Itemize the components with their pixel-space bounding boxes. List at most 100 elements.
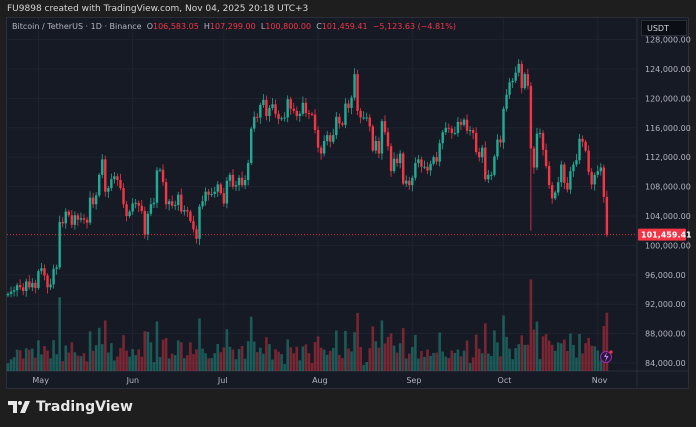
high-value: 107,299.00 [209, 22, 256, 31]
volume-bar [347, 348, 350, 371]
candle-body [76, 215, 80, 220]
volume-bar [213, 353, 217, 371]
volume-bar [526, 344, 530, 371]
candle-body [563, 164, 566, 183]
tradingview-logo: TradingView [8, 399, 133, 415]
volume-bar [325, 354, 329, 371]
candle-body [493, 156, 496, 175]
candle-body [487, 174, 490, 180]
candle-body [368, 117, 371, 127]
credit-text: FU9898 created with TradingView.com, Nov… [7, 4, 309, 14]
candle-body [557, 182, 560, 193]
candle-body [12, 290, 16, 292]
volume-bar [532, 329, 536, 371]
volume-bar [395, 352, 399, 371]
volume-bar [490, 356, 493, 371]
candle-body [432, 157, 435, 164]
candle-body [289, 99, 292, 109]
volume-bar [514, 348, 517, 371]
volume-bar [289, 347, 293, 371]
volume-bar [259, 347, 262, 371]
candle-body [189, 211, 192, 222]
candle-body [25, 281, 28, 291]
volume-bar [198, 318, 201, 371]
volume-bar [125, 350, 128, 371]
candle-body [55, 267, 58, 269]
low-value: 100,800.00 [265, 22, 312, 31]
volume-bar [27, 349, 31, 371]
candle-body [170, 201, 174, 206]
volume-bar [131, 349, 134, 371]
volume-bar [459, 356, 463, 371]
candle-body [85, 219, 89, 223]
volume-bar [225, 329, 229, 371]
volume-bar [271, 359, 274, 371]
candle-body [386, 132, 390, 147]
chart-pane[interactable] [6, 17, 689, 389]
volume-bar [462, 350, 466, 371]
volume-bar [432, 352, 435, 371]
volume-bar [301, 346, 305, 371]
volume-bar [350, 351, 353, 371]
candle-body [240, 177, 244, 186]
volume-bar [110, 343, 113, 371]
candle-body [186, 210, 189, 212]
notification-dot [609, 350, 613, 354]
volume-bar [328, 350, 332, 371]
volume-bar [563, 339, 566, 371]
candle-body [110, 179, 113, 189]
candle-body [408, 180, 411, 186]
volume-bar [73, 352, 77, 371]
volume-bar [569, 333, 572, 371]
volume-bar [265, 337, 268, 371]
candle-body [82, 218, 86, 220]
candle-body [137, 202, 140, 206]
candle-body [64, 211, 67, 224]
volume-bar [116, 356, 119, 371]
candle-body [581, 138, 584, 142]
volume-bar [316, 336, 320, 371]
volume-bar [152, 362, 156, 371]
candle-body [468, 130, 472, 132]
volume-bar [34, 357, 37, 371]
volume-bar [477, 348, 481, 371]
volume-bar [158, 357, 162, 371]
volume-bar [529, 279, 533, 371]
candle-body [304, 102, 308, 114]
volume-bar [362, 365, 365, 371]
candle-body [319, 147, 323, 154]
volume-bar [572, 344, 575, 371]
candle-body [520, 63, 523, 89]
volume-bar [550, 344, 554, 371]
volume-bar [24, 348, 28, 371]
candle-body [125, 204, 128, 216]
candle-body [155, 170, 159, 203]
volume-bar [243, 358, 247, 371]
volume-bar [234, 359, 238, 371]
candle-body [177, 194, 180, 205]
y-tick-label: 112,000.00 [645, 153, 691, 162]
volume-bar [189, 342, 192, 371]
y-tick-label: 108,000.00 [645, 183, 691, 192]
x-tick-label: Jul [217, 376, 228, 385]
volume-bar [480, 353, 484, 371]
last-price-label: 101,459.41 [641, 231, 692, 240]
volume-bar [511, 359, 514, 371]
volume-bar [386, 336, 390, 371]
volume-bar [97, 327, 101, 371]
volume-bar [407, 353, 411, 371]
candle-body [462, 119, 466, 125]
volume-bar [590, 345, 593, 371]
candle-body [143, 210, 146, 235]
volume-bar [140, 356, 144, 371]
candle-body [52, 268, 55, 285]
symbol-title[interactable]: Bitcoin / TetherUS · 1D · Binance [12, 22, 142, 31]
volume-bar [411, 347, 414, 371]
y-tick-label: 128,000.00 [645, 36, 691, 45]
candle-body [58, 221, 61, 268]
volume-bar [450, 350, 454, 371]
volume-bar [61, 361, 65, 371]
currency-button[interactable]: USDT [641, 20, 687, 36]
candle-body [222, 193, 226, 204]
